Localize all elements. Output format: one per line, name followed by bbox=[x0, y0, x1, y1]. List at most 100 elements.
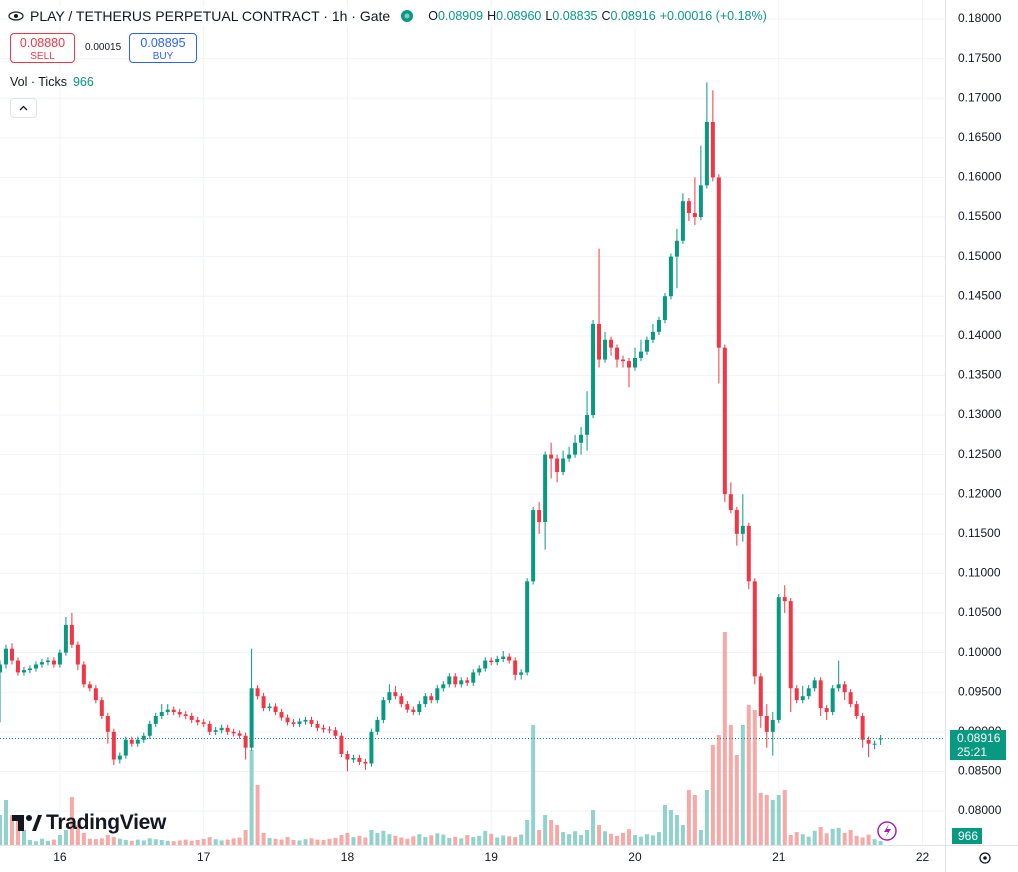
candle-body bbox=[39, 662, 44, 665]
volume-bar bbox=[734, 754, 739, 845]
candle-body bbox=[303, 719, 308, 722]
volume-bar bbox=[788, 834, 793, 845]
candle-body bbox=[363, 761, 368, 764]
volume-bar bbox=[27, 839, 32, 845]
volume-bar bbox=[638, 836, 643, 845]
candle-body bbox=[758, 676, 763, 716]
volume-bar bbox=[87, 838, 92, 845]
candle-body bbox=[249, 688, 254, 748]
volume-bar bbox=[225, 839, 230, 845]
candle-body bbox=[573, 442, 578, 455]
candle-body bbox=[842, 684, 847, 693]
volume-bar bbox=[375, 832, 380, 845]
candle-body bbox=[291, 722, 296, 724]
volume-bar bbox=[644, 834, 649, 845]
volume-bar bbox=[609, 833, 614, 845]
volume-bar bbox=[866, 834, 871, 845]
volume-bar bbox=[710, 744, 715, 845]
candle-body bbox=[632, 357, 637, 368]
volume-bar bbox=[345, 832, 350, 845]
collapse-button[interactable] bbox=[10, 98, 37, 118]
candle-body bbox=[650, 331, 655, 340]
volume-bar bbox=[99, 838, 104, 845]
eye-icon[interactable] bbox=[8, 10, 24, 22]
candle-body bbox=[63, 624, 68, 653]
candle-body bbox=[417, 704, 422, 713]
legend-label: O bbox=[428, 9, 438, 23]
legend-value: 0.08916 bbox=[610, 9, 656, 23]
volume-bar bbox=[561, 832, 566, 845]
volume-bar bbox=[207, 837, 212, 845]
volume-bar bbox=[39, 838, 44, 845]
volume-bar bbox=[33, 841, 38, 845]
settings-icon[interactable] bbox=[979, 852, 991, 864]
volume-bar bbox=[279, 839, 284, 845]
y-tick-label: 0.10500 bbox=[958, 605, 1002, 619]
candle-body bbox=[399, 696, 404, 705]
volume-bar bbox=[153, 839, 158, 845]
volume-bar bbox=[273, 838, 278, 845]
volume-bar bbox=[3, 799, 8, 845]
candle-body bbox=[537, 510, 542, 522]
candle-body bbox=[297, 721, 302, 724]
volume-bar bbox=[447, 837, 452, 845]
y-tick-label: 0.08500 bbox=[958, 764, 1002, 778]
candle-body bbox=[141, 735, 146, 740]
x-tick-label: 19 bbox=[485, 850, 499, 864]
volume-bar bbox=[165, 840, 170, 845]
volume-bar bbox=[315, 839, 320, 845]
volume-bar bbox=[627, 829, 632, 845]
volume-bar bbox=[848, 829, 853, 845]
volume-bar bbox=[249, 749, 254, 845]
legend-label: H bbox=[487, 9, 497, 23]
candle-body bbox=[87, 684, 92, 689]
sell-price: 0.08880 bbox=[19, 36, 66, 50]
volume-bar bbox=[21, 829, 26, 845]
volume-bar bbox=[698, 829, 703, 845]
volume-bar bbox=[201, 838, 206, 845]
candle-body bbox=[746, 525, 751, 582]
buy-button[interactable]: 0.08895 BUY bbox=[129, 33, 197, 63]
candle-body bbox=[531, 510, 536, 582]
candle-body bbox=[339, 735, 344, 754]
candle-body bbox=[207, 723, 212, 732]
volume-bar bbox=[549, 819, 554, 845]
volume-bar bbox=[507, 836, 512, 845]
volume-bar bbox=[650, 835, 655, 845]
y-tick-label: 0.14000 bbox=[958, 328, 1002, 342]
volume-bar bbox=[668, 809, 673, 845]
candle-body bbox=[680, 201, 685, 241]
legend-label: C bbox=[601, 9, 611, 23]
volume-bar bbox=[585, 829, 590, 845]
volume-bar bbox=[297, 840, 302, 845]
candle-body bbox=[225, 727, 230, 732]
volume-bar bbox=[746, 704, 751, 845]
candle-body bbox=[45, 660, 50, 663]
candle-body bbox=[519, 672, 524, 675]
candle-body bbox=[585, 415, 590, 435]
volume-bar bbox=[333, 837, 338, 845]
volume-bar bbox=[159, 839, 164, 845]
volume-bar bbox=[836, 827, 841, 845]
grid bbox=[0, 0, 945, 845]
volume-bar bbox=[800, 834, 805, 845]
volume-bar bbox=[417, 834, 422, 845]
tradingview-logo[interactable]: TradingView bbox=[12, 811, 166, 835]
candle-body bbox=[189, 715, 194, 720]
sell-button[interactable]: 0.08880 SELL bbox=[10, 33, 75, 63]
volume-bar bbox=[758, 792, 763, 845]
y-tick-label: 0.09500 bbox=[958, 684, 1002, 698]
volume-bar bbox=[579, 834, 584, 845]
candle-body bbox=[357, 757, 362, 762]
volume-bar bbox=[674, 814, 679, 845]
volume-bar bbox=[495, 837, 500, 845]
candle-body bbox=[195, 719, 200, 723]
y-tick-label: 0.16000 bbox=[958, 170, 1002, 184]
volume-bar bbox=[591, 809, 596, 845]
volume-bar bbox=[812, 830, 817, 845]
volume-bar bbox=[543, 814, 548, 845]
candle-body bbox=[704, 121, 709, 186]
candle-body bbox=[387, 692, 392, 701]
candle-body bbox=[51, 660, 56, 665]
volume-bar bbox=[327, 838, 332, 845]
